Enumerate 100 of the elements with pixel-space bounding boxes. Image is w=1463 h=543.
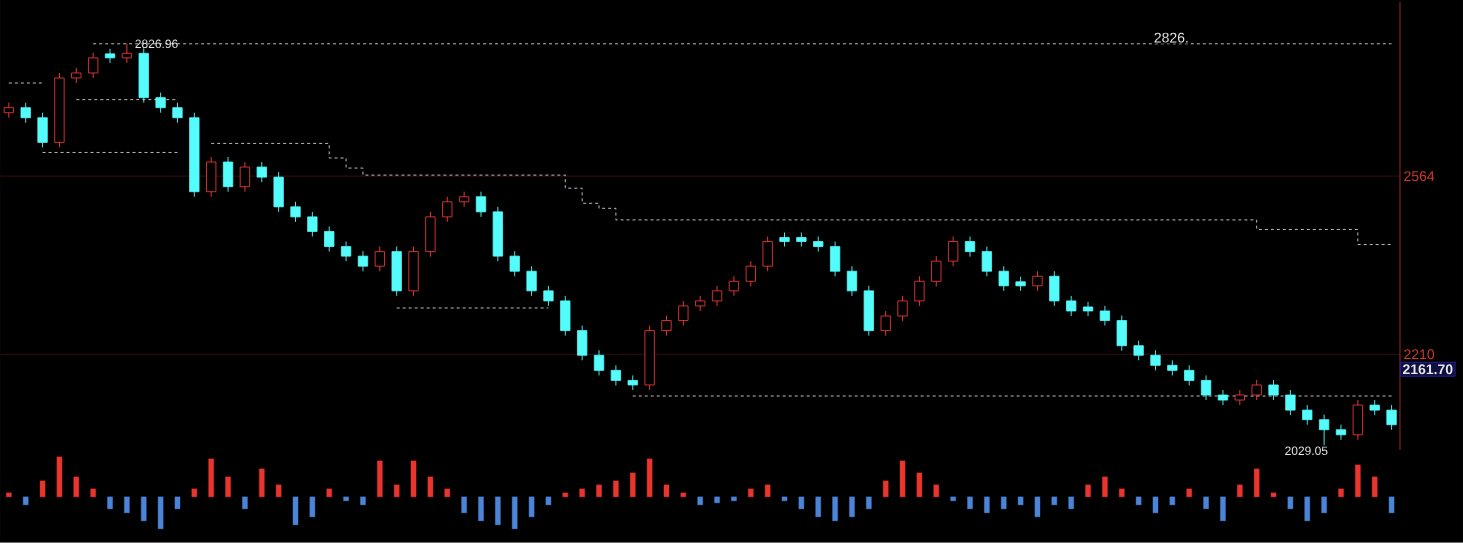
bar <box>832 496 838 522</box>
bar <box>1270 492 1277 498</box>
bar <box>596 484 602 498</box>
bar <box>1001 496 1007 510</box>
candlestick <box>1268 379 1279 401</box>
bar <box>1068 496 1074 510</box>
candlestick <box>88 52 99 79</box>
candlestick <box>172 102 183 124</box>
candlestick <box>1200 375 1212 401</box>
bar <box>697 496 703 506</box>
bar <box>174 496 181 510</box>
bar <box>444 488 450 498</box>
bar <box>764 484 771 498</box>
bar <box>360 496 366 506</box>
candlestick <box>593 349 605 376</box>
annotation: 2029.05 <box>1285 446 1328 456</box>
bar <box>292 496 299 526</box>
bar <box>393 484 400 498</box>
candlestick <box>964 236 976 258</box>
bar <box>646 458 653 498</box>
bar <box>714 496 720 504</box>
bar <box>1152 496 1159 514</box>
bar <box>1338 488 1344 498</box>
candlestick <box>1066 295 1077 317</box>
bar <box>1321 496 1327 514</box>
bar <box>748 488 754 498</box>
candlestick <box>728 275 740 297</box>
bar <box>1051 496 1058 506</box>
bar <box>427 476 434 498</box>
candlestick <box>526 265 537 297</box>
bar <box>191 488 198 498</box>
bar <box>90 488 96 498</box>
bar <box>107 496 113 510</box>
candlestick <box>324 226 335 253</box>
bar <box>73 476 80 498</box>
bar <box>1371 476 1378 498</box>
bar <box>1169 496 1176 506</box>
bar <box>849 496 855 518</box>
candlestick <box>104 48 116 64</box>
bar <box>511 496 518 530</box>
candlestick <box>1099 305 1111 327</box>
bar <box>562 492 569 498</box>
candlestick <box>357 250 369 272</box>
bar <box>1253 468 1260 498</box>
candlestick <box>1217 389 1229 406</box>
candlestick <box>1335 424 1347 441</box>
bar <box>1085 484 1091 498</box>
candlestick <box>239 161 251 193</box>
bar <box>141 496 147 522</box>
annotation: 2826. <box>1154 32 1188 43</box>
candlestick <box>998 265 1009 292</box>
candlestick <box>1184 364 1195 386</box>
candlestick <box>745 260 756 287</box>
candlestick <box>121 43 132 64</box>
y-tick-label: 2210 <box>1404 349 1435 360</box>
bar <box>377 460 383 498</box>
bar <box>579 488 585 498</box>
bar <box>1388 496 1395 514</box>
bar <box>242 496 248 510</box>
candlestick <box>1150 349 1161 371</box>
candlestick <box>1285 389 1296 416</box>
text: 2161.70 <box>1402 364 1453 375</box>
candlestick <box>155 92 166 114</box>
candlestick <box>678 300 689 327</box>
bar <box>1034 496 1041 518</box>
bar <box>309 496 316 518</box>
candlestick <box>661 315 672 337</box>
bar <box>259 468 265 498</box>
bar <box>1119 488 1125 498</box>
candlestick <box>711 285 723 307</box>
bar <box>124 496 130 514</box>
candlestick <box>897 295 908 322</box>
bar <box>984 496 990 514</box>
candlestick <box>509 250 520 277</box>
candlestick <box>290 201 301 223</box>
candlestick <box>543 285 554 307</box>
bar <box>731 496 737 502</box>
candlestick <box>610 364 622 386</box>
candlestick <box>459 191 470 208</box>
bar <box>630 472 636 498</box>
bar <box>478 496 484 522</box>
candlestick <box>1302 404 1313 426</box>
bar <box>326 488 332 498</box>
candlestick <box>374 246 385 272</box>
bar <box>613 480 619 498</box>
bar <box>798 496 805 510</box>
bar <box>866 496 872 510</box>
candlestick <box>307 211 318 238</box>
bar <box>1220 496 1226 522</box>
bar <box>899 460 906 498</box>
candlestick <box>475 191 487 218</box>
candlestick <box>1318 414 1330 446</box>
annotation: 2826.96 <box>135 39 178 49</box>
bar <box>1102 476 1108 498</box>
candlestick <box>1251 379 1262 401</box>
bar <box>680 492 687 498</box>
bar <box>1186 488 1192 498</box>
candlestick <box>981 246 992 277</box>
bar <box>1287 496 1294 510</box>
candlestick <box>256 161 267 183</box>
